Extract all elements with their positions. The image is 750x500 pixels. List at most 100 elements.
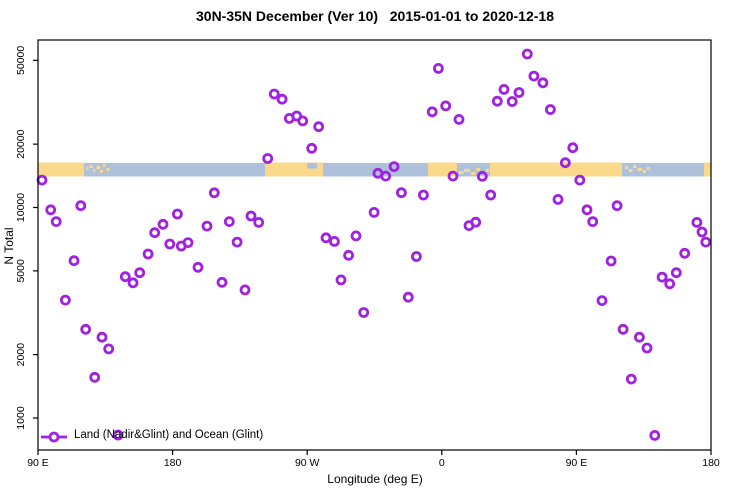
map-band-island-speckle bbox=[637, 168, 643, 171]
map-band-island-speckle bbox=[633, 165, 637, 168]
data-point bbox=[670, 267, 682, 279]
data-point bbox=[335, 274, 347, 286]
data-point bbox=[402, 291, 414, 303]
data-point bbox=[171, 208, 183, 220]
data-point bbox=[328, 235, 340, 247]
data-point bbox=[68, 255, 80, 267]
data-point bbox=[528, 70, 540, 82]
x-axis-label: Longitude (deg E) bbox=[327, 472, 423, 486]
map-band-island-speckle bbox=[106, 168, 110, 171]
data-point bbox=[691, 216, 703, 228]
x-tick-label: 0 bbox=[439, 457, 445, 469]
map-band-island-speckle bbox=[704, 165, 708, 168]
data-point bbox=[641, 342, 653, 354]
data-point bbox=[142, 248, 154, 260]
data-point bbox=[611, 200, 623, 212]
data-point bbox=[320, 232, 332, 244]
data-point bbox=[498, 84, 510, 95]
data-point bbox=[127, 277, 139, 289]
map-band-island-speckle bbox=[485, 169, 489, 172]
map-band-island-speckle bbox=[625, 166, 628, 169]
data-point bbox=[537, 77, 549, 89]
data-point bbox=[306, 142, 318, 154]
data-point bbox=[80, 323, 92, 335]
data-point bbox=[617, 323, 629, 335]
map-band-land bbox=[703, 162, 711, 177]
data-point bbox=[149, 227, 161, 239]
data-point bbox=[358, 307, 370, 318]
data-point bbox=[157, 218, 169, 230]
data-point bbox=[276, 93, 288, 105]
y-tick-label: 50000 bbox=[15, 46, 27, 75]
legend-label: Land (Nadir&Glint) and Ocean (Glint) bbox=[74, 429, 264, 441]
map-band-island-speckle bbox=[646, 167, 650, 170]
data-point bbox=[696, 226, 708, 238]
data-point bbox=[201, 220, 213, 232]
data-point bbox=[656, 271, 668, 283]
y-axis-label: N Total bbox=[2, 227, 16, 265]
data-point bbox=[89, 371, 101, 383]
data-point bbox=[545, 104, 556, 115]
data-point bbox=[75, 200, 87, 212]
data-point bbox=[380, 170, 392, 182]
data-point bbox=[470, 216, 482, 228]
data-point bbox=[96, 331, 108, 343]
chart-title: 30N-35N December (Ver 10) 2015-01-01 to … bbox=[196, 8, 554, 24]
data-point bbox=[245, 210, 257, 222]
data-point bbox=[103, 343, 115, 355]
data-point bbox=[605, 255, 617, 267]
data-point bbox=[112, 429, 124, 441]
data-point bbox=[485, 189, 497, 201]
map-band-island-speckle bbox=[464, 169, 471, 172]
data-point bbox=[432, 63, 444, 74]
data-point bbox=[410, 251, 422, 262]
data-point bbox=[453, 114, 465, 125]
data-point bbox=[417, 189, 429, 201]
map-band-island-speckle bbox=[89, 165, 93, 168]
data-point bbox=[208, 187, 220, 199]
data-point bbox=[50, 216, 62, 228]
data-point bbox=[388, 161, 400, 173]
data-point bbox=[134, 267, 146, 279]
x-tick-label: 90 W bbox=[295, 457, 320, 469]
data-point bbox=[476, 170, 488, 182]
x-tick-label: 90 E bbox=[27, 457, 49, 469]
data-point bbox=[552, 193, 564, 205]
data-point bbox=[587, 216, 599, 228]
map-band-island-speckle bbox=[100, 170, 104, 173]
data-point bbox=[649, 429, 661, 441]
data-point bbox=[574, 174, 586, 186]
y-tick-label: 20000 bbox=[15, 129, 27, 158]
data-point bbox=[253, 216, 265, 228]
map-band-land bbox=[428, 162, 458, 177]
y-tick-label: 2000 bbox=[15, 343, 27, 367]
x-tick-label: 180 bbox=[164, 457, 182, 469]
map-band-island-speckle bbox=[476, 168, 480, 171]
data-point bbox=[343, 249, 355, 261]
map-band-island-speckle bbox=[470, 172, 476, 175]
data-point bbox=[513, 87, 525, 98]
map-band-island-speckle bbox=[93, 169, 96, 172]
x-tick-label: 180 bbox=[702, 457, 720, 469]
data-point bbox=[350, 230, 362, 242]
map-band-island-speckle bbox=[86, 167, 89, 170]
data-point bbox=[192, 261, 204, 273]
data-point bbox=[491, 95, 503, 107]
map-band-island-speckle bbox=[458, 171, 464, 174]
data-point bbox=[700, 236, 712, 248]
plot-border bbox=[37, 39, 712, 451]
data-point bbox=[521, 48, 533, 60]
map-band-ocean-notch bbox=[307, 163, 318, 169]
data-point bbox=[581, 204, 593, 216]
y-tick-label: 5000 bbox=[15, 259, 27, 283]
data-point bbox=[45, 204, 57, 216]
data-point bbox=[440, 100, 452, 112]
data-point bbox=[625, 373, 637, 385]
map-band-island-speckle bbox=[96, 166, 101, 169]
data-point bbox=[239, 284, 251, 296]
map-band-island-speckle bbox=[642, 170, 646, 173]
data-point bbox=[447, 170, 459, 182]
data-point bbox=[297, 115, 309, 127]
